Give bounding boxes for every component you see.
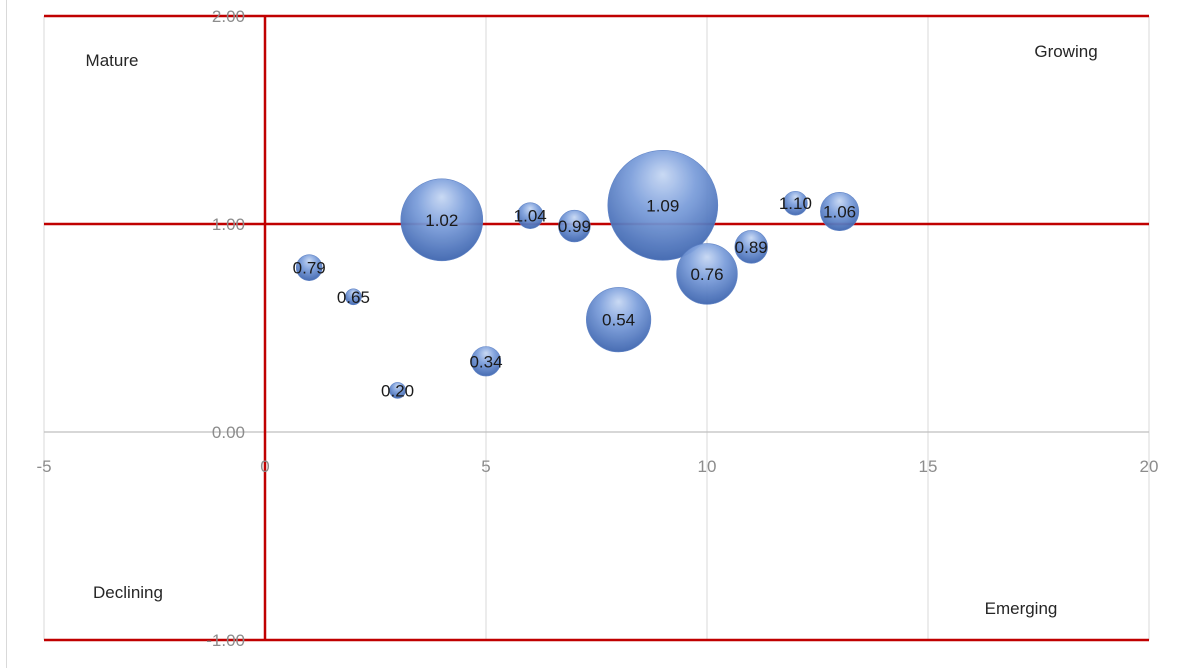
bubble bbox=[400, 178, 484, 262]
bubble-data-label: 1.04 bbox=[514, 207, 547, 226]
bubble bbox=[295, 254, 323, 281]
y-tick-label: 0.00 bbox=[212, 423, 245, 442]
bubble-data-label: 1.02 bbox=[425, 211, 458, 230]
x-tick-label: 15 bbox=[919, 457, 938, 476]
bubble-data-label: 0.34 bbox=[469, 352, 502, 371]
bubble-data-label: 0.89 bbox=[735, 238, 768, 257]
bubble-data-label: 0.99 bbox=[558, 217, 591, 236]
bubble bbox=[389, 382, 406, 399]
bubble-data-label: 1.06 bbox=[823, 203, 856, 222]
bubble bbox=[558, 209, 591, 243]
bubble bbox=[470, 346, 502, 377]
x-tick-label: 0 bbox=[260, 457, 269, 476]
bubble bbox=[607, 149, 719, 261]
bubble bbox=[734, 230, 768, 264]
bubble bbox=[783, 190, 808, 216]
bubble-label-layer: 0.79 0.65 0.20 1.02 0.34 1.04 0.99 0.54 1.09 0.76… bbox=[293, 194, 856, 400]
quadrant-label-growing: Growing bbox=[1034, 42, 1097, 61]
bubble-layer bbox=[295, 149, 860, 399]
x-tick-label: -5 bbox=[36, 457, 51, 476]
bubble bbox=[676, 243, 738, 305]
quadrant-label-mature: Mature bbox=[86, 51, 139, 70]
quadrant-label-declining: Declining bbox=[93, 583, 163, 602]
bubble-data-label: 0.54 bbox=[602, 311, 635, 330]
axis-layer: -5 0 5 10 15 20 -1.00 0.00 1.00 2.00 bbox=[36, 7, 1158, 650]
bubble bbox=[516, 202, 544, 229]
bubble bbox=[586, 287, 652, 353]
y-tick-label: 1.00 bbox=[212, 215, 245, 234]
quadrant-label-emerging: Emerging bbox=[985, 599, 1058, 618]
bubble-data-label: 1.10 bbox=[779, 194, 812, 213]
bubble-data-label: 0.79 bbox=[293, 259, 326, 278]
x-tick-label: 20 bbox=[1140, 457, 1159, 476]
bubble-data-label: 0.65 bbox=[337, 288, 370, 307]
y-tick-label: -1.00 bbox=[206, 631, 245, 650]
x-tick-label: 10 bbox=[698, 457, 717, 476]
bubble bbox=[345, 288, 362, 306]
y-tick-label: 2.00 bbox=[212, 7, 245, 26]
bubble-data-label: 0.20 bbox=[381, 381, 414, 400]
chart-frame-border bbox=[6, 0, 7, 668]
bubble-data-label: 1.09 bbox=[646, 196, 679, 215]
bubble bbox=[820, 191, 860, 232]
x-tick-label: 5 bbox=[481, 457, 490, 476]
bubble-data-label: 0.76 bbox=[690, 265, 723, 284]
